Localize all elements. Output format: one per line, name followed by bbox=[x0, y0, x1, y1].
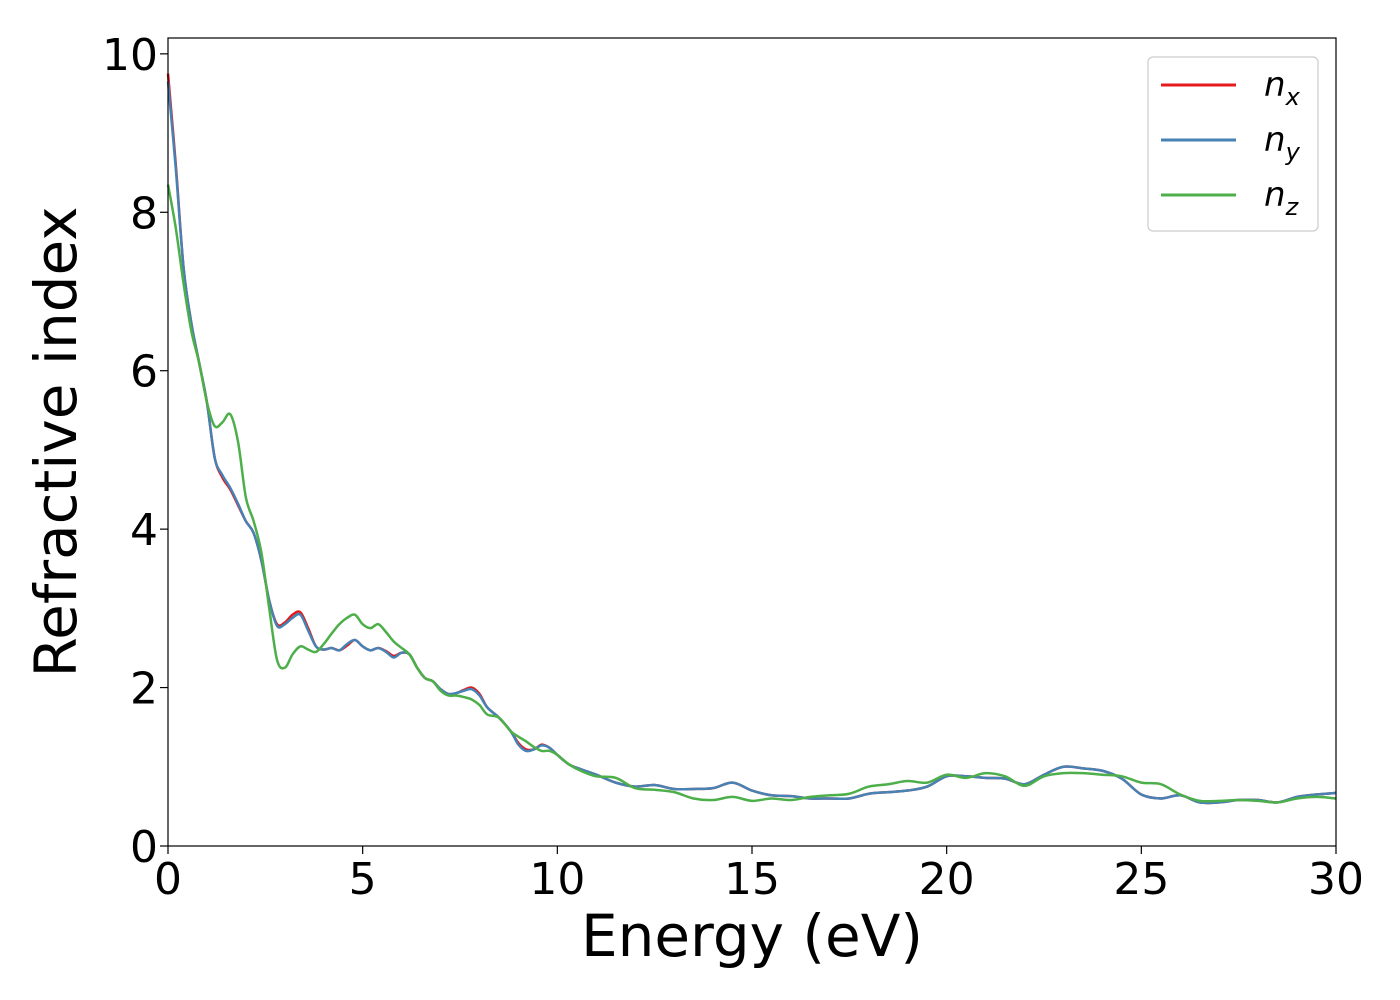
x-tick-label: 25 bbox=[1113, 854, 1169, 905]
legend-box bbox=[1147, 56, 1319, 232]
y-axis: 0 2 4 6 8 10 bbox=[102, 30, 168, 873]
plot-background bbox=[168, 38, 1336, 846]
series-line-y bbox=[166, 81, 1337, 805]
legend: nx ny nz bbox=[1147, 56, 1319, 232]
x-axis-label: Energy (eV) bbox=[581, 902, 923, 970]
y-tick-label: 8 bbox=[130, 188, 158, 239]
x-axis: 0 5 10 15 20 25 30 bbox=[154, 846, 1364, 905]
x-tick-label: 20 bbox=[919, 854, 975, 905]
y-tick-label: 2 bbox=[130, 664, 158, 715]
y-tick-label: 4 bbox=[130, 505, 158, 556]
y-tick-label: 6 bbox=[130, 347, 158, 398]
x-tick-label: 5 bbox=[349, 854, 377, 905]
legend-label-x: nx bbox=[1264, 65, 1301, 111]
x-tick-label: 10 bbox=[529, 854, 585, 905]
x-tick-label: 30 bbox=[1308, 854, 1364, 905]
legend-label-y: ny bbox=[1264, 120, 1301, 166]
legend-label-z: nz bbox=[1264, 175, 1300, 221]
series-layer bbox=[166, 73, 1337, 805]
y-tick-label: 10 bbox=[102, 30, 158, 81]
x-tick-label: 0 bbox=[154, 854, 182, 905]
series-line-z bbox=[166, 184, 1337, 804]
y-tick-label: 0 bbox=[130, 822, 158, 873]
x-tick-label: 15 bbox=[724, 854, 780, 905]
y-axis-label: Refractive index bbox=[22, 206, 90, 677]
